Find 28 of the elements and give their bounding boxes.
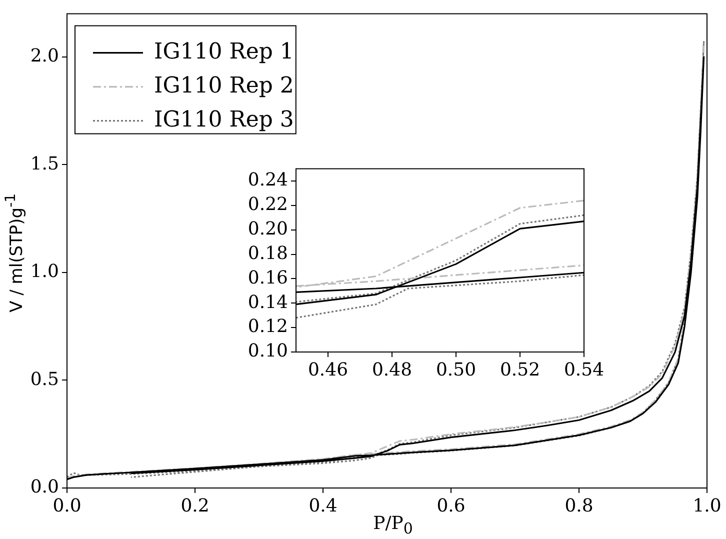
x-tick-label: 0.52 xyxy=(500,359,540,380)
y-tick-label: 0.24 xyxy=(248,170,288,191)
y-tick-label: 0.18 xyxy=(248,242,288,264)
y-tick-label: 0.5 xyxy=(30,368,59,390)
x-axis-title: P/P$_{0}$ xyxy=(373,513,413,538)
legend-label: IG110 Rep 3 xyxy=(154,108,294,133)
y-tick-label: 1.5 xyxy=(30,153,59,174)
legend-label: IG110 Rep 1 xyxy=(154,40,294,65)
x-tick-label: 0.54 xyxy=(564,359,604,380)
x-tick-label: 0.46 xyxy=(308,359,348,380)
x-tick-label: 0.2 xyxy=(180,495,210,516)
y-tick-label: 2.0 xyxy=(30,46,59,67)
y-tick-label: 0.22 xyxy=(248,194,288,216)
y-tick-label: 0.12 xyxy=(248,316,288,338)
x-tick-label: 0.0 xyxy=(52,495,82,516)
legend-label: IG110 Rep 2 xyxy=(154,74,294,99)
y-tick-label: 1.0 xyxy=(30,261,59,282)
y-tick-label: 0.14 xyxy=(248,292,288,313)
y-tick-label: 0.0 xyxy=(30,476,59,498)
x-tick-label: 0.50 xyxy=(436,359,476,380)
y-tick-label: 0.16 xyxy=(248,267,288,288)
x-tick-label: 0.8 xyxy=(564,495,594,516)
x-tick-label: 0.6 xyxy=(436,495,466,516)
y-tick-label: 0.10 xyxy=(248,340,288,362)
y-tick-label: 0.20 xyxy=(248,218,288,240)
x-tick-label: 0.48 xyxy=(372,359,412,380)
x-tick-label: 1.0 xyxy=(692,495,722,516)
x-tick-label: 0.4 xyxy=(308,495,338,516)
